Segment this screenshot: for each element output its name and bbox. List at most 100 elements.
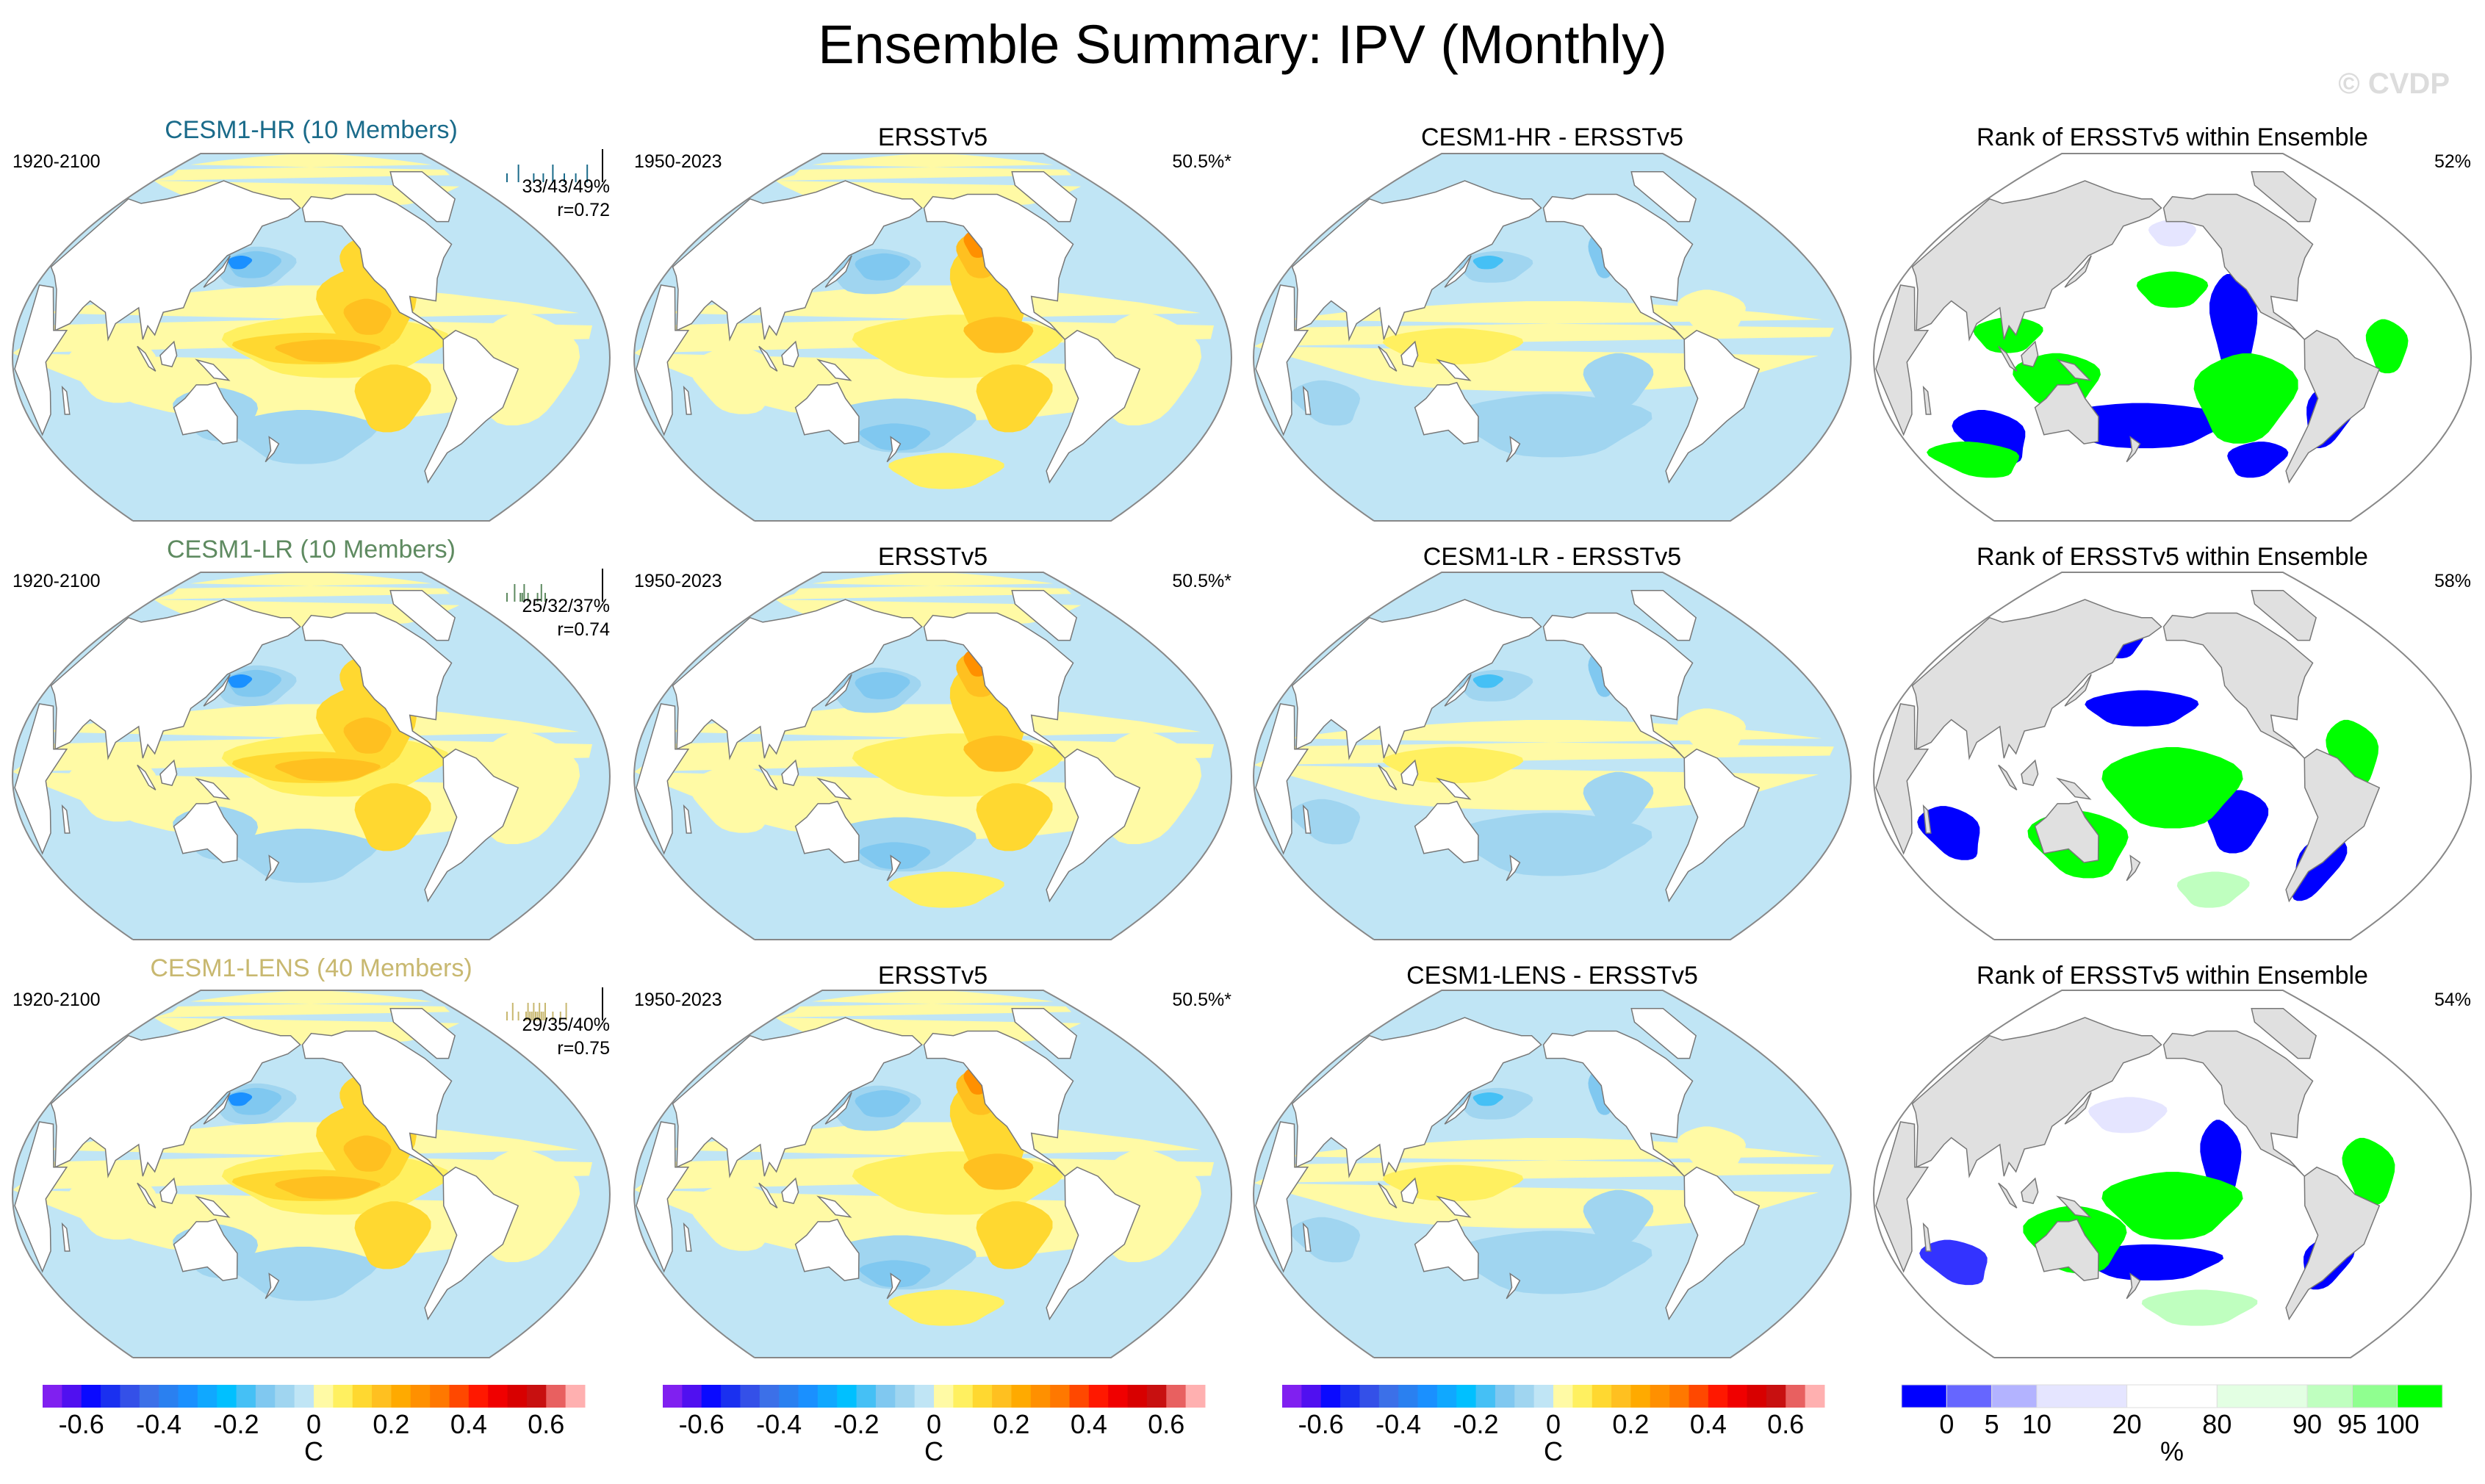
land-sumatra bbox=[758, 345, 778, 372]
colorbar-box bbox=[1088, 1385, 1109, 1408]
colorbar-tick-label: -0.2 bbox=[833, 1409, 880, 1439]
colorbar-box bbox=[1127, 1385, 1148, 1408]
colorbar-tick-label: 0 bbox=[1545, 1409, 1561, 1439]
colorbar-box bbox=[682, 1385, 702, 1408]
land-namerica bbox=[923, 612, 1074, 759]
obs-period: 1950-2023 bbox=[634, 571, 722, 591]
colorbar-box bbox=[81, 1385, 101, 1408]
land-africa bbox=[636, 1121, 690, 1273]
colorbar-box bbox=[1436, 1385, 1457, 1408]
colorbar-tick-label: -0.4 bbox=[136, 1409, 182, 1439]
land-nz bbox=[2126, 1272, 2141, 1300]
land-samerica bbox=[2285, 329, 2381, 484]
land-borneo bbox=[2021, 340, 2039, 367]
land-japan bbox=[824, 674, 852, 707]
land-africa bbox=[1875, 284, 1930, 436]
rank-panel-title: Rank of ERSSTv5 within Ensemble bbox=[1977, 543, 2368, 571]
colorbar-box bbox=[507, 1385, 528, 1408]
land-africa bbox=[14, 284, 68, 436]
land-eurasia bbox=[50, 1017, 301, 1178]
colorbar-box bbox=[837, 1385, 857, 1408]
colorbar-tick-label: -0.4 bbox=[756, 1409, 802, 1439]
land-sumatra bbox=[758, 764, 778, 790]
land-madagascar bbox=[1302, 385, 1312, 415]
field-region bbox=[12, 704, 593, 840]
field-region bbox=[1677, 708, 1747, 754]
rank-map bbox=[1874, 990, 2471, 1358]
land-australia bbox=[173, 1218, 238, 1281]
model-panel-title: CESM1-LR (10 Members) bbox=[167, 536, 456, 563]
colorbar-box bbox=[1805, 1385, 1825, 1408]
land-newguinea bbox=[816, 777, 852, 800]
land-greenland bbox=[1630, 170, 1697, 223]
colorbar-box bbox=[759, 1385, 780, 1408]
land-eurasia bbox=[1911, 180, 2162, 342]
rank-colorbar-unit: % bbox=[2159, 1436, 2184, 1466]
field-region bbox=[976, 783, 1053, 851]
land-nz bbox=[265, 436, 280, 463]
model-panel-title: CESM1-HR (10 Members) bbox=[165, 116, 458, 144]
land-nz bbox=[1506, 1272, 1521, 1300]
land-japan bbox=[203, 1092, 231, 1125]
colorbar-box bbox=[2397, 1384, 2443, 1408]
land-borneo bbox=[2021, 1177, 2039, 1204]
map-border bbox=[633, 990, 1232, 1358]
land-japan bbox=[203, 255, 231, 288]
field-region bbox=[228, 674, 253, 688]
land-africa bbox=[1255, 703, 1309, 855]
anomaly-map bbox=[1254, 154, 1851, 521]
land-borneo bbox=[159, 1177, 178, 1204]
colorbar-box bbox=[1108, 1385, 1129, 1408]
land-eurasia bbox=[1911, 599, 2162, 760]
colorbar-box bbox=[1340, 1385, 1360, 1408]
colorbar-box bbox=[1456, 1385, 1477, 1408]
map-border bbox=[1873, 572, 2472, 940]
colorbar-tick-label: 0.6 bbox=[528, 1409, 565, 1439]
land-sumatra bbox=[137, 1182, 157, 1209]
colorbar-box bbox=[1901, 1384, 1947, 1408]
land-nz bbox=[2126, 436, 2141, 463]
rank-map bbox=[1874, 154, 2471, 521]
colorbar-box bbox=[1611, 1385, 1631, 1408]
colorbar-box bbox=[2351, 1384, 2398, 1408]
obs-variance-pct: 50.5%* bbox=[1172, 990, 1231, 1010]
field-region bbox=[275, 339, 381, 362]
field-region bbox=[2209, 273, 2258, 374]
field-region bbox=[859, 423, 931, 451]
colorbar-box bbox=[352, 1385, 373, 1408]
land-madagascar bbox=[1922, 1222, 1932, 1252]
field-region bbox=[2365, 319, 2409, 374]
colorbar-box bbox=[1030, 1385, 1051, 1408]
field-region bbox=[230, 409, 377, 464]
colorbar-tick-label: 0.2 bbox=[993, 1409, 1030, 1439]
land-samerica bbox=[1665, 329, 1761, 484]
field-region bbox=[2141, 1289, 2258, 1326]
land-japan bbox=[2064, 674, 2092, 707]
field-region bbox=[2085, 690, 2199, 727]
field-region bbox=[68, 754, 157, 822]
land-samerica bbox=[424, 1166, 519, 1321]
rank-panel-title: Rank of ERSSTv5 within Ensemble bbox=[1977, 962, 2368, 990]
field-region bbox=[2227, 442, 2289, 478]
colorbar-box bbox=[740, 1385, 760, 1408]
land-sumatra bbox=[1998, 764, 2018, 790]
land-africa bbox=[1875, 1121, 1930, 1273]
land-sumatra bbox=[1998, 1182, 2018, 1209]
colorbar-box bbox=[1166, 1385, 1187, 1408]
land-newguinea bbox=[816, 1195, 852, 1218]
field-region bbox=[1472, 674, 1503, 688]
colorbar-box bbox=[62, 1385, 82, 1408]
field-region bbox=[859, 1260, 931, 1288]
land-madagascar bbox=[61, 385, 71, 415]
land-samerica bbox=[1046, 748, 1141, 903]
colorbar-tick-label: -0.2 bbox=[1453, 1409, 1499, 1439]
anomaly-map bbox=[12, 990, 610, 1358]
colorbar-box bbox=[1689, 1385, 1709, 1408]
land-namerica bbox=[301, 612, 453, 759]
colorbar-tick-label: 0.6 bbox=[1148, 1409, 1185, 1439]
land-madagascar bbox=[1302, 1222, 1312, 1252]
rank-colorbar-tick-label: 5 bbox=[1984, 1409, 1999, 1439]
colorbar-box bbox=[934, 1385, 954, 1408]
rank-colorbar bbox=[1901, 1384, 2443, 1408]
colorbar-box bbox=[1359, 1385, 1380, 1408]
